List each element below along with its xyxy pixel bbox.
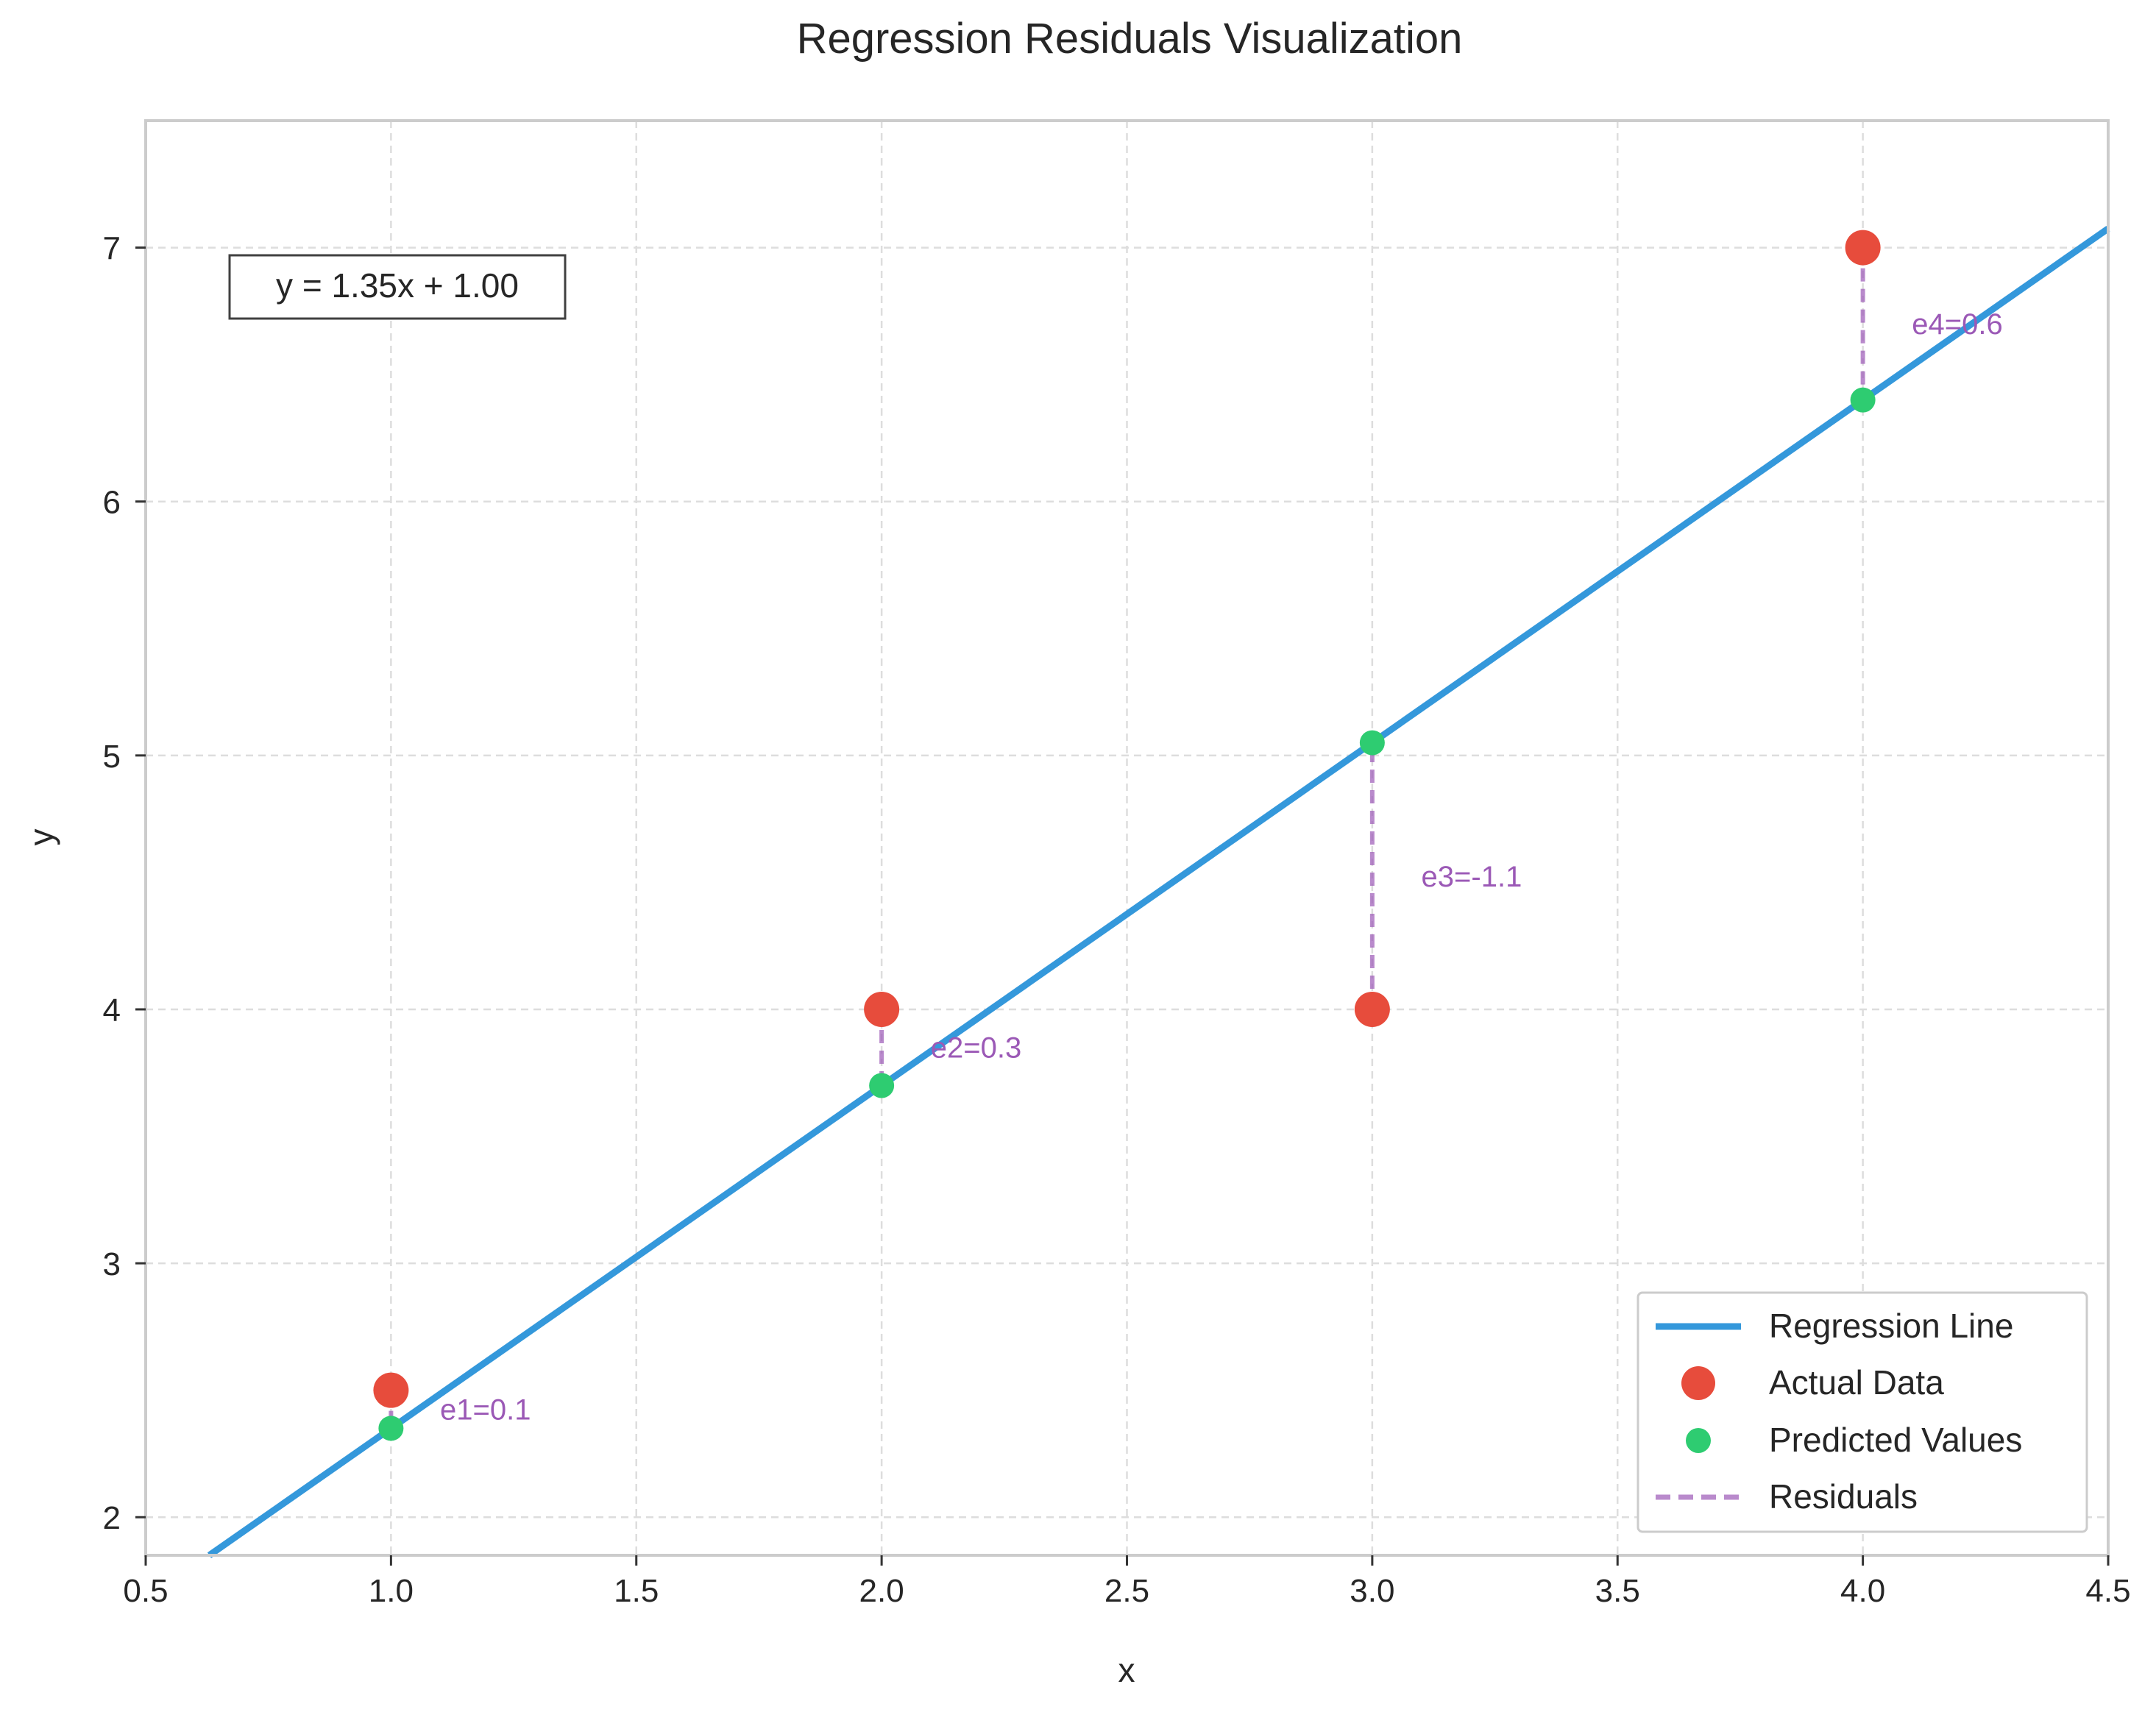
predicted-value-point: [1359, 730, 1385, 756]
legend-frame: [1636, 1291, 2088, 1533]
points-layer: [373, 230, 1881, 1441]
x-tick-label: 1.0: [369, 1573, 414, 1609]
y-tick-label: 5: [103, 739, 121, 775]
legend-predicted-values-label: Predicted Values: [1769, 1421, 2022, 1459]
x-tick-label: 4.0: [1840, 1573, 1885, 1609]
residual-label: e2=0.3: [931, 1032, 1021, 1065]
regression-line-layer: [207, 225, 2110, 1558]
legend: Regression Line Actual Data Predicted Va…: [1636, 1291, 2088, 1533]
equation-box-frame: [228, 254, 567, 320]
regression-line: [207, 225, 2110, 1558]
y-tick-label: 4: [103, 992, 121, 1029]
actual-data-point: [864, 991, 900, 1027]
legend-residuals-label: Residuals: [1769, 1477, 1918, 1516]
residual-labels: e1=0.1 e2=0.3 e3=-1.1 e4=0.6: [440, 308, 2003, 1426]
chart-title: Regression Residuals Visualization: [797, 15, 1463, 63]
residual-label: e3=-1.1: [1422, 861, 1522, 893]
y-tick-label: 6: [103, 485, 121, 521]
actual-data-point: [1845, 230, 1881, 266]
x-tick-label: 3.5: [1595, 1573, 1640, 1609]
actual-data-point: [373, 1372, 409, 1408]
y-axis-label: y: [22, 829, 60, 846]
axis-ticks: 0.5 1.0 1.5 2.0 2.5 3.0 3.5 4.0 4.5 2 3 4 5 6 7: [103, 231, 2131, 1609]
y-tick-label: 7: [103, 231, 121, 267]
legend-regression-line-label: Regression Line: [1769, 1307, 2013, 1345]
legend-predicted-values-swatch: [1686, 1428, 1711, 1453]
legend-actual-data-label: Actual Data: [1769, 1363, 1944, 1402]
x-tick-label: 0.5: [123, 1573, 168, 1609]
x-tick-label: 4.5: [2085, 1573, 2130, 1609]
x-tick-label: 2.0: [859, 1573, 904, 1609]
residual-label: e4=0.6: [1912, 308, 2002, 341]
equation-box: y = 1.35x + 1.00: [228, 254, 567, 320]
y-tick-label: 2: [103, 1500, 121, 1536]
predicted-value-point: [378, 1416, 404, 1441]
x-tick-label: 1.5: [614, 1573, 659, 1609]
residual-label: e1=0.1: [440, 1394, 531, 1427]
predicted-value-point: [1850, 387, 1876, 413]
legend-actual-data-swatch: [1681, 1366, 1715, 1400]
x-axis-label: x: [1118, 1651, 1135, 1689]
y-tick-label: 3: [103, 1246, 121, 1282]
predicted-value-point: [869, 1073, 895, 1098]
equation-text: y = 1.35x + 1.00: [276, 266, 519, 305]
actual-data-point: [1354, 991, 1390, 1027]
x-tick-label: 3.0: [1350, 1573, 1394, 1609]
x-tick-label: 2.5: [1104, 1573, 1149, 1609]
